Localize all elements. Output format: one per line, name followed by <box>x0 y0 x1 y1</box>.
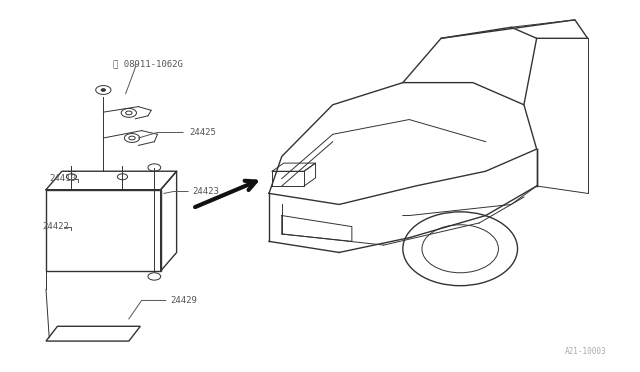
Text: 24423: 24423 <box>193 187 220 196</box>
Circle shape <box>101 89 105 91</box>
Text: Ⓝ 08911-1062G: Ⓝ 08911-1062G <box>113 60 183 69</box>
Text: 24425: 24425 <box>189 128 216 137</box>
Text: 24410: 24410 <box>49 174 76 183</box>
Text: 24429: 24429 <box>170 296 197 305</box>
Text: 24422: 24422 <box>43 222 70 231</box>
Text: A21-10003: A21-10003 <box>565 347 607 356</box>
Bar <box>46 190 161 271</box>
